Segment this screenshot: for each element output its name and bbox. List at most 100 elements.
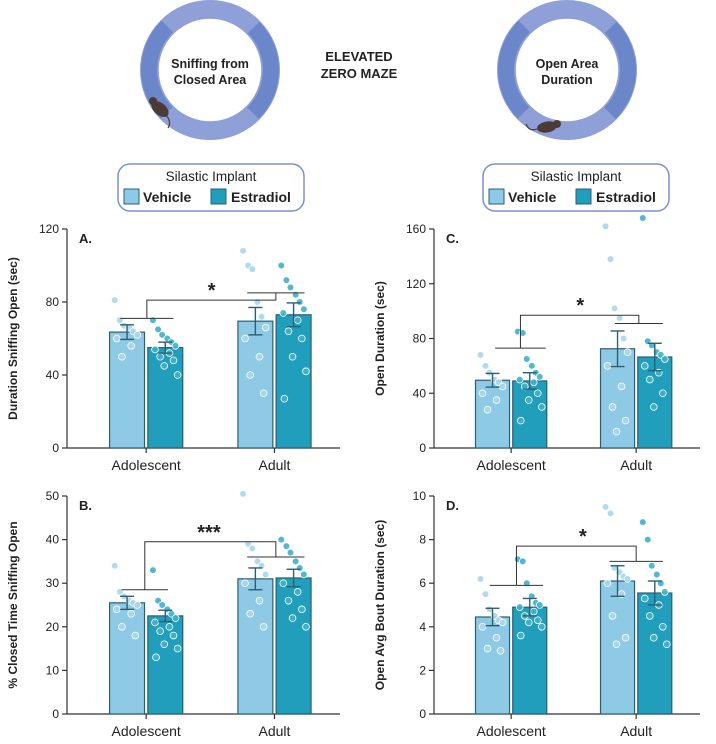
data-point: [658, 622, 667, 631]
data-point: [606, 255, 615, 263]
x-tick-label: Adolescent: [112, 457, 181, 473]
data-point: [612, 640, 621, 649]
data-point: [158, 331, 166, 339]
y-tick-label: 30: [46, 576, 60, 590]
y-tick-label: 4: [419, 620, 426, 634]
data-point: [518, 557, 527, 566]
data-point: [158, 601, 166, 609]
maze-title-line1: ELEVATED: [325, 49, 392, 64]
data-point: [169, 356, 178, 365]
data-point: [171, 614, 180, 622]
data-point: [612, 427, 621, 436]
significance-bracket: [146, 292, 277, 319]
data-point: [638, 518, 647, 526]
data-point: [259, 622, 268, 631]
data-point: [601, 222, 610, 231]
x-tick-label: Adolescent: [476, 723, 545, 739]
data-point: [658, 389, 667, 398]
chart-panel-c: 0 40 80 120 160 Open Duration (sec) C. Adolesce…: [373, 214, 700, 473]
panel-label: A.: [79, 231, 92, 246]
data-point: [298, 605, 306, 614]
data-point: [112, 334, 121, 343]
legend-swatch-estradiol: [210, 188, 227, 205]
y-axis-label: Open Avg Bout Duration (sec): [373, 520, 387, 690]
data-point: [241, 334, 249, 343]
left-maze-illustration: Sniffing from Closed Area: [140, 0, 280, 140]
data-point: [492, 633, 501, 642]
data-point: [623, 575, 632, 583]
data-point: [173, 371, 182, 379]
legend-swatch-vehicle: [123, 188, 140, 205]
data-point: [302, 367, 310, 376]
data-point: [662, 640, 671, 649]
data-point: [282, 276, 291, 284]
data-point: [160, 362, 169, 370]
data-point: [478, 622, 487, 631]
data-point: [156, 627, 164, 635]
data-point: [282, 542, 291, 550]
data-point: [169, 631, 178, 640]
right-maze-closed-sections: [498, 1, 636, 139]
left-maze-closed-sections: [141, 1, 279, 139]
data-point: [623, 348, 632, 356]
legend-right: Silastic Implant Vehicle Estradiol: [482, 163, 670, 212]
data-point: [638, 214, 647, 222]
y-axis-label: Open Duration (sec): [373, 281, 387, 396]
mouse-icon: [525, 120, 561, 133]
data-point: [284, 596, 293, 605]
y-tick-label: 6: [419, 576, 426, 590]
data-point: [608, 403, 617, 411]
data-point: [649, 633, 658, 642]
x-tick-label: Adult: [259, 723, 291, 739]
data-point: [652, 570, 661, 579]
data-point: [131, 631, 140, 640]
data-point: [527, 362, 536, 370]
y-tick-label: 80: [46, 295, 60, 309]
legend-box: [482, 163, 670, 212]
data-point: [615, 314, 624, 322]
bar-vehicle-adolescent: [474, 616, 511, 715]
data-point: [118, 622, 126, 631]
data-point: [151, 618, 159, 627]
data-point: [515, 603, 524, 611]
data-point: [288, 614, 297, 622]
left-maze-label-line1: Sniffing from: [171, 57, 249, 71]
bar-estradiol-adolescent: [147, 615, 184, 715]
data-point: [173, 644, 182, 653]
data-point: [524, 618, 533, 627]
data-point: [518, 329, 527, 337]
data-point: [239, 247, 247, 255]
data-point: [601, 503, 610, 511]
y-tick-label: 0: [52, 707, 59, 721]
data-point: [286, 548, 295, 557]
data-point: [277, 535, 286, 544]
data-point: [476, 575, 485, 583]
data-point: [522, 355, 531, 363]
legend-label-estradiol: Estradiol: [596, 189, 656, 205]
legend-swatch-vehicle: [488, 188, 505, 205]
data-point: [255, 596, 264, 605]
data-point: [647, 561, 656, 570]
data-point: [293, 316, 302, 325]
data-point: [621, 416, 630, 425]
y-tick-label: 10: [413, 489, 427, 503]
data-point: [515, 375, 524, 384]
bar-vehicle-adult: [237, 578, 274, 715]
data-point: [529, 607, 538, 616]
data-point: [241, 579, 249, 587]
data-point: [496, 646, 505, 655]
significance-marker: *: [579, 526, 587, 548]
data-point: [645, 612, 654, 620]
significance-bracket: [144, 541, 277, 590]
data-point: [248, 265, 257, 273]
significance-marker: *: [576, 295, 584, 317]
legend-label-vehicle: Vehicle: [508, 189, 556, 205]
data-point: [110, 296, 119, 304]
data-point: [291, 290, 300, 299]
data-point: [286, 283, 295, 292]
legend-title: Silastic Implant: [531, 169, 622, 184]
data-point: [603, 579, 612, 587]
data-point: [133, 601, 142, 609]
data-point: [478, 389, 487, 398]
data-point: [152, 653, 160, 662]
